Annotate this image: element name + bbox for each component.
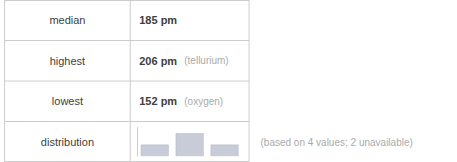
svg-text:152 pm: 152 pm (139, 95, 177, 107)
svg-text:185 pm: 185 pm (139, 14, 177, 26)
svg-text:(tellurium): (tellurium) (184, 55, 228, 66)
svg-text:distribution: distribution (41, 136, 94, 148)
svg-text:lowest: lowest (52, 95, 83, 107)
svg-text:206 pm: 206 pm (139, 55, 177, 67)
svg-text:(based on 4 values; 2 unavaila: (based on 4 values; 2 unavailable) (260, 137, 412, 148)
svg-text:highest: highest (50, 55, 85, 67)
svg-text:(oxygen): (oxygen) (184, 96, 223, 107)
svg-text:median: median (49, 14, 85, 26)
